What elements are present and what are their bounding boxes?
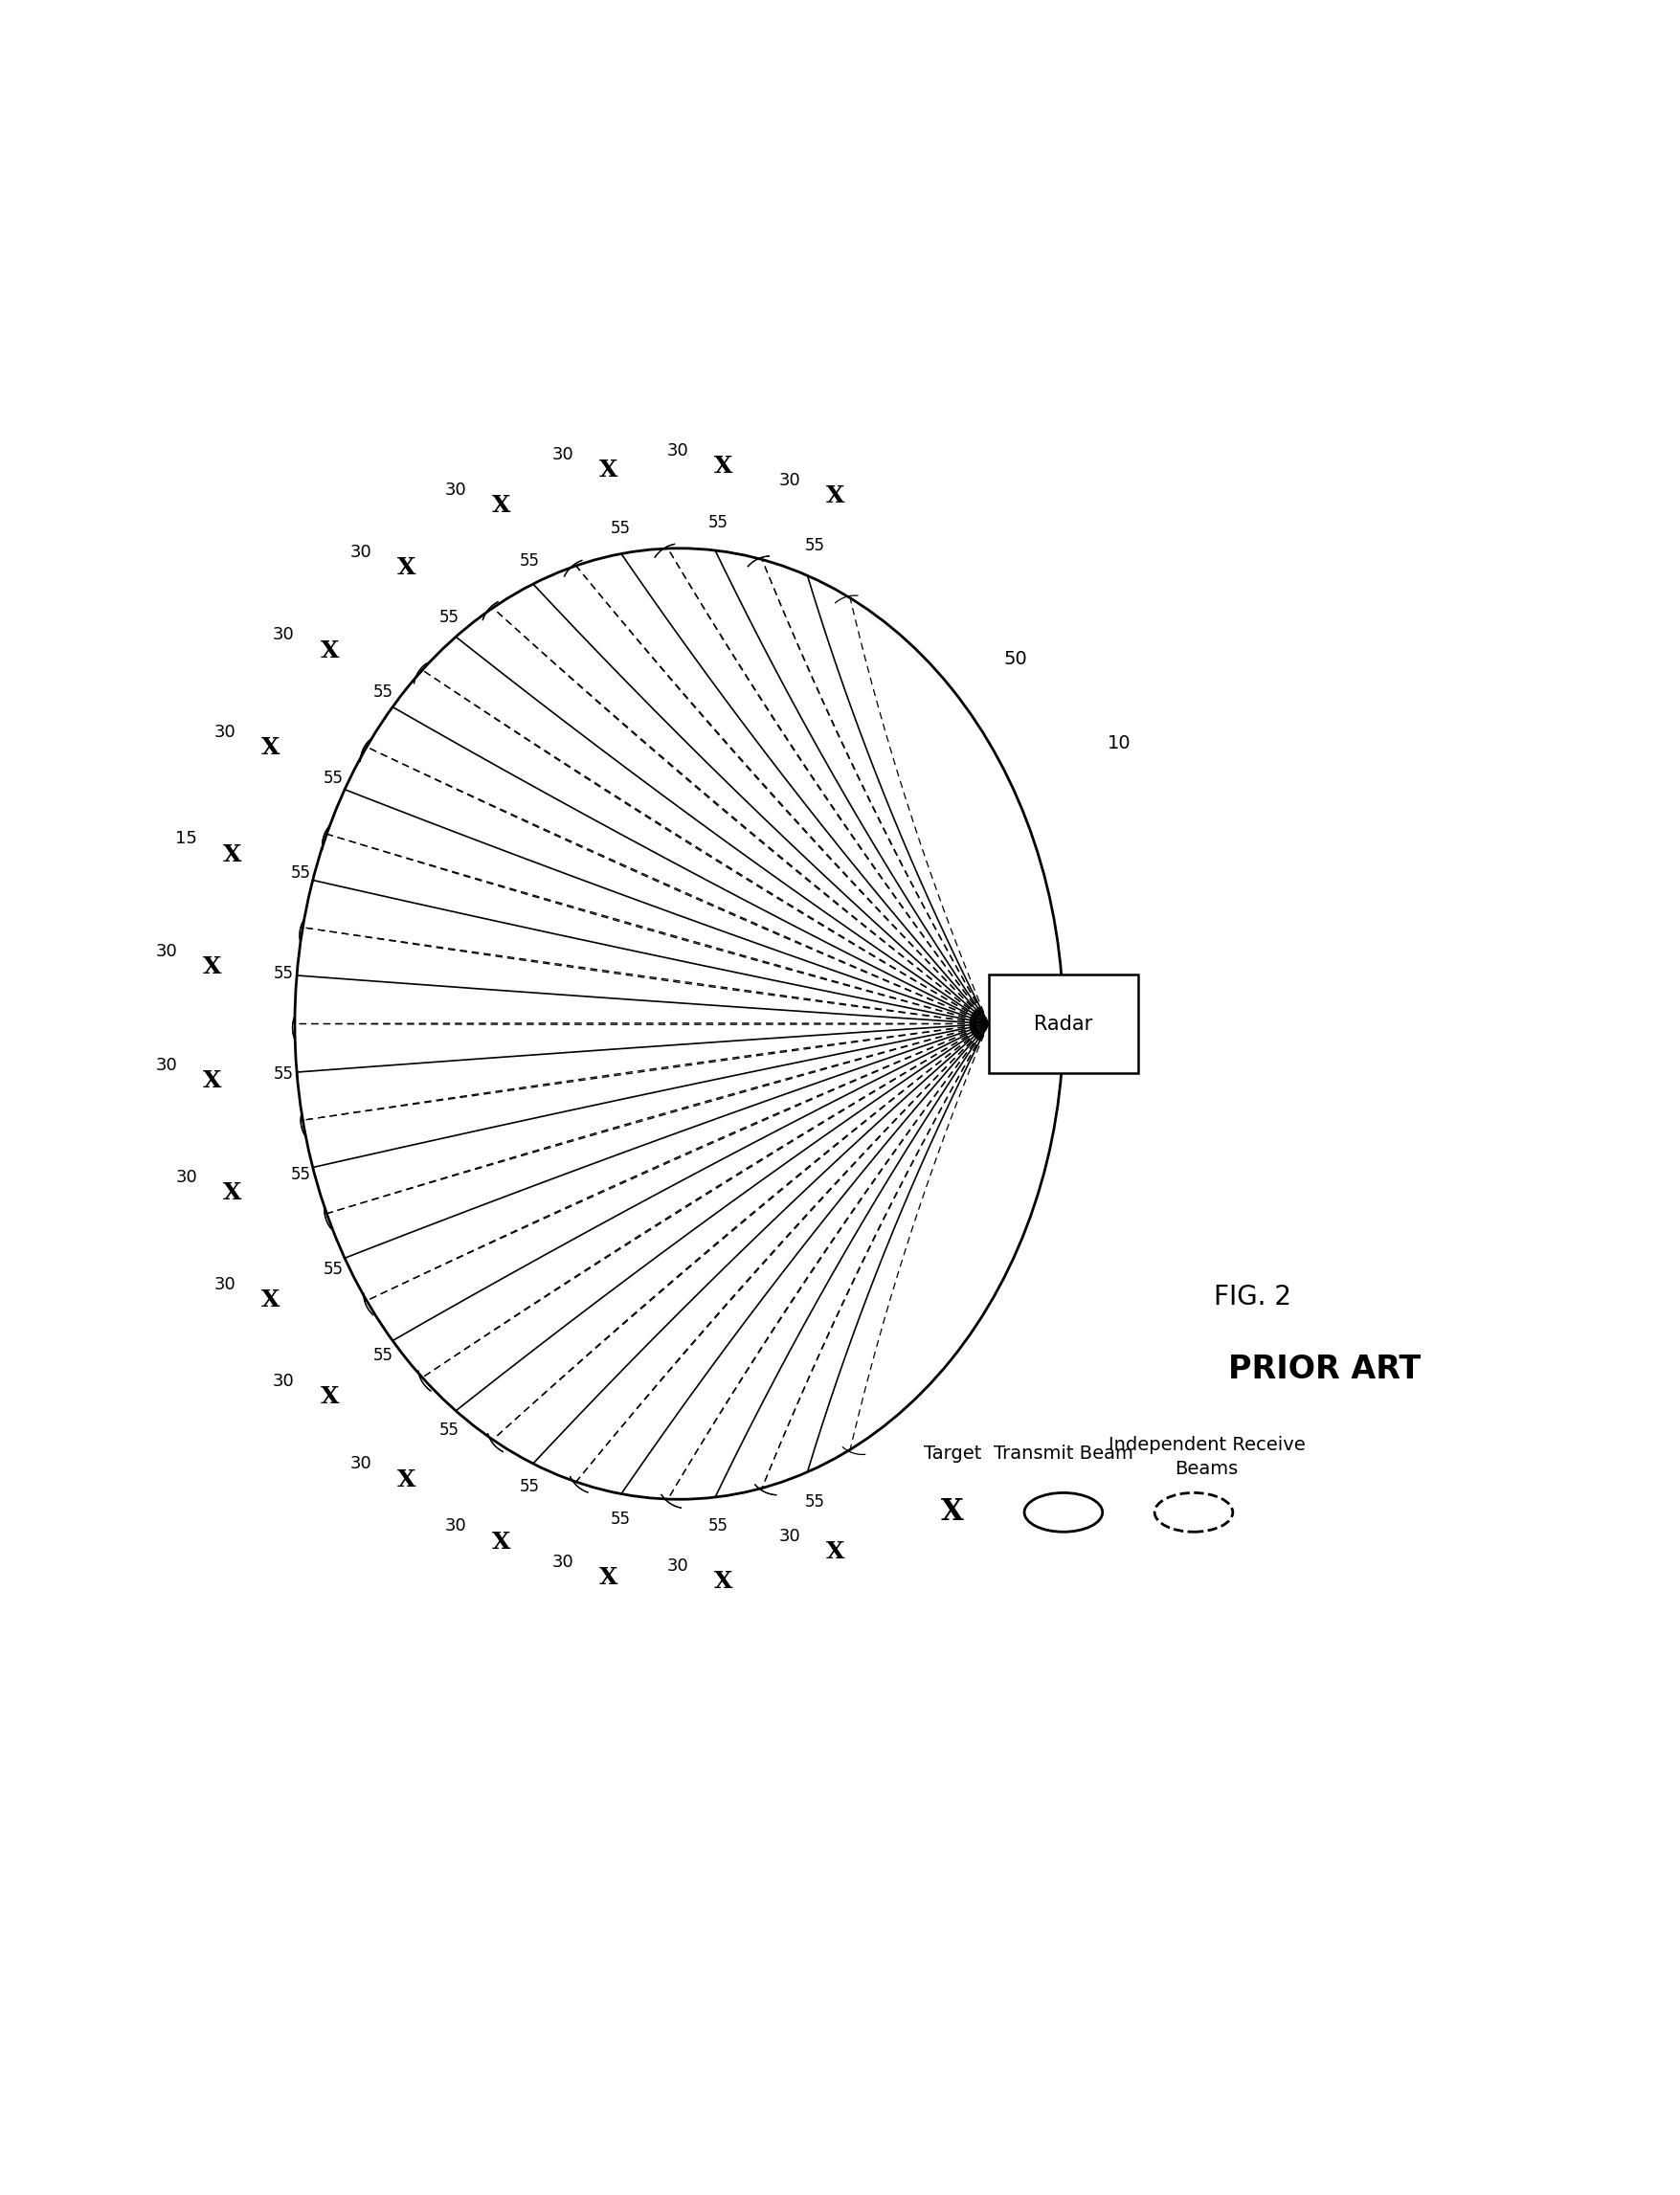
Text: Beams: Beams [1174, 1460, 1238, 1479]
Text: 55: 55 [274, 964, 294, 981]
Text: 10: 10 [1107, 735, 1131, 753]
Text: Transmit Beam: Transmit Beam [993, 1444, 1132, 1462]
Text: X: X [222, 1181, 242, 1205]
Text: X: X [827, 485, 845, 507]
Text: 30: 30 [780, 472, 801, 489]
Text: 55: 55 [610, 1510, 630, 1528]
Text: 55: 55 [805, 1493, 825, 1510]
Text: 55: 55 [274, 1067, 294, 1082]
Text: 30: 30 [444, 481, 465, 498]
Text: 55: 55 [519, 1477, 539, 1495]
Text: 30: 30 [551, 1554, 573, 1572]
Text: 55: 55 [291, 1166, 311, 1183]
Text: X: X [714, 454, 732, 479]
Text: X: X [319, 1385, 339, 1409]
Text: 55: 55 [324, 770, 343, 788]
Text: 30: 30 [215, 724, 237, 740]
Text: X: X [222, 843, 242, 867]
Text: 50: 50 [1003, 650, 1026, 667]
Text: 55: 55 [373, 683, 393, 700]
Text: Target: Target [924, 1444, 981, 1462]
Text: 30: 30 [349, 1455, 371, 1473]
Text: 30: 30 [272, 626, 294, 643]
Text: 55: 55 [291, 865, 311, 882]
Text: X: X [203, 955, 222, 979]
Text: X: X [941, 1497, 964, 1528]
Text: X: X [827, 1541, 845, 1563]
Text: 55: 55 [519, 553, 539, 571]
Text: X: X [396, 555, 415, 579]
Text: 30: 30 [272, 1372, 294, 1389]
Text: X: X [203, 1069, 222, 1093]
Text: 55: 55 [373, 1348, 393, 1365]
Text: 30: 30 [667, 441, 689, 459]
Text: X: X [396, 1468, 415, 1490]
Text: X: X [491, 494, 511, 518]
Text: 55: 55 [707, 1517, 727, 1534]
Text: 30: 30 [349, 544, 371, 562]
Text: 55: 55 [707, 514, 727, 531]
Text: 30: 30 [156, 942, 178, 959]
Text: X: X [262, 1288, 281, 1310]
Bar [988, 975, 1137, 1073]
Text: 30: 30 [215, 1275, 237, 1293]
Text: X: X [319, 639, 339, 663]
Text: X: X [491, 1530, 511, 1554]
Text: 30: 30 [444, 1517, 465, 1534]
Text: X: X [262, 735, 281, 759]
Text: 55: 55 [324, 1260, 343, 1277]
Text: X: X [598, 459, 618, 481]
Text: 15: 15 [175, 830, 197, 847]
Text: 55: 55 [805, 538, 825, 553]
Text: 30: 30 [667, 1556, 689, 1574]
Text: 55: 55 [438, 1422, 459, 1438]
Text: 30: 30 [175, 1168, 197, 1185]
Text: 55: 55 [610, 520, 630, 536]
Text: 55: 55 [438, 608, 459, 626]
Text: 30: 30 [156, 1056, 178, 1073]
Text: Radar: Radar [1033, 1014, 1092, 1034]
Text: FIG. 2: FIG. 2 [1213, 1284, 1290, 1310]
Text: Independent Receive: Independent Receive [1107, 1436, 1304, 1453]
Text: PRIOR ART: PRIOR ART [1226, 1354, 1420, 1385]
Text: X: X [598, 1565, 618, 1589]
Text: 30: 30 [780, 1528, 801, 1545]
Text: 30: 30 [551, 446, 573, 463]
Text: X: X [714, 1569, 732, 1594]
